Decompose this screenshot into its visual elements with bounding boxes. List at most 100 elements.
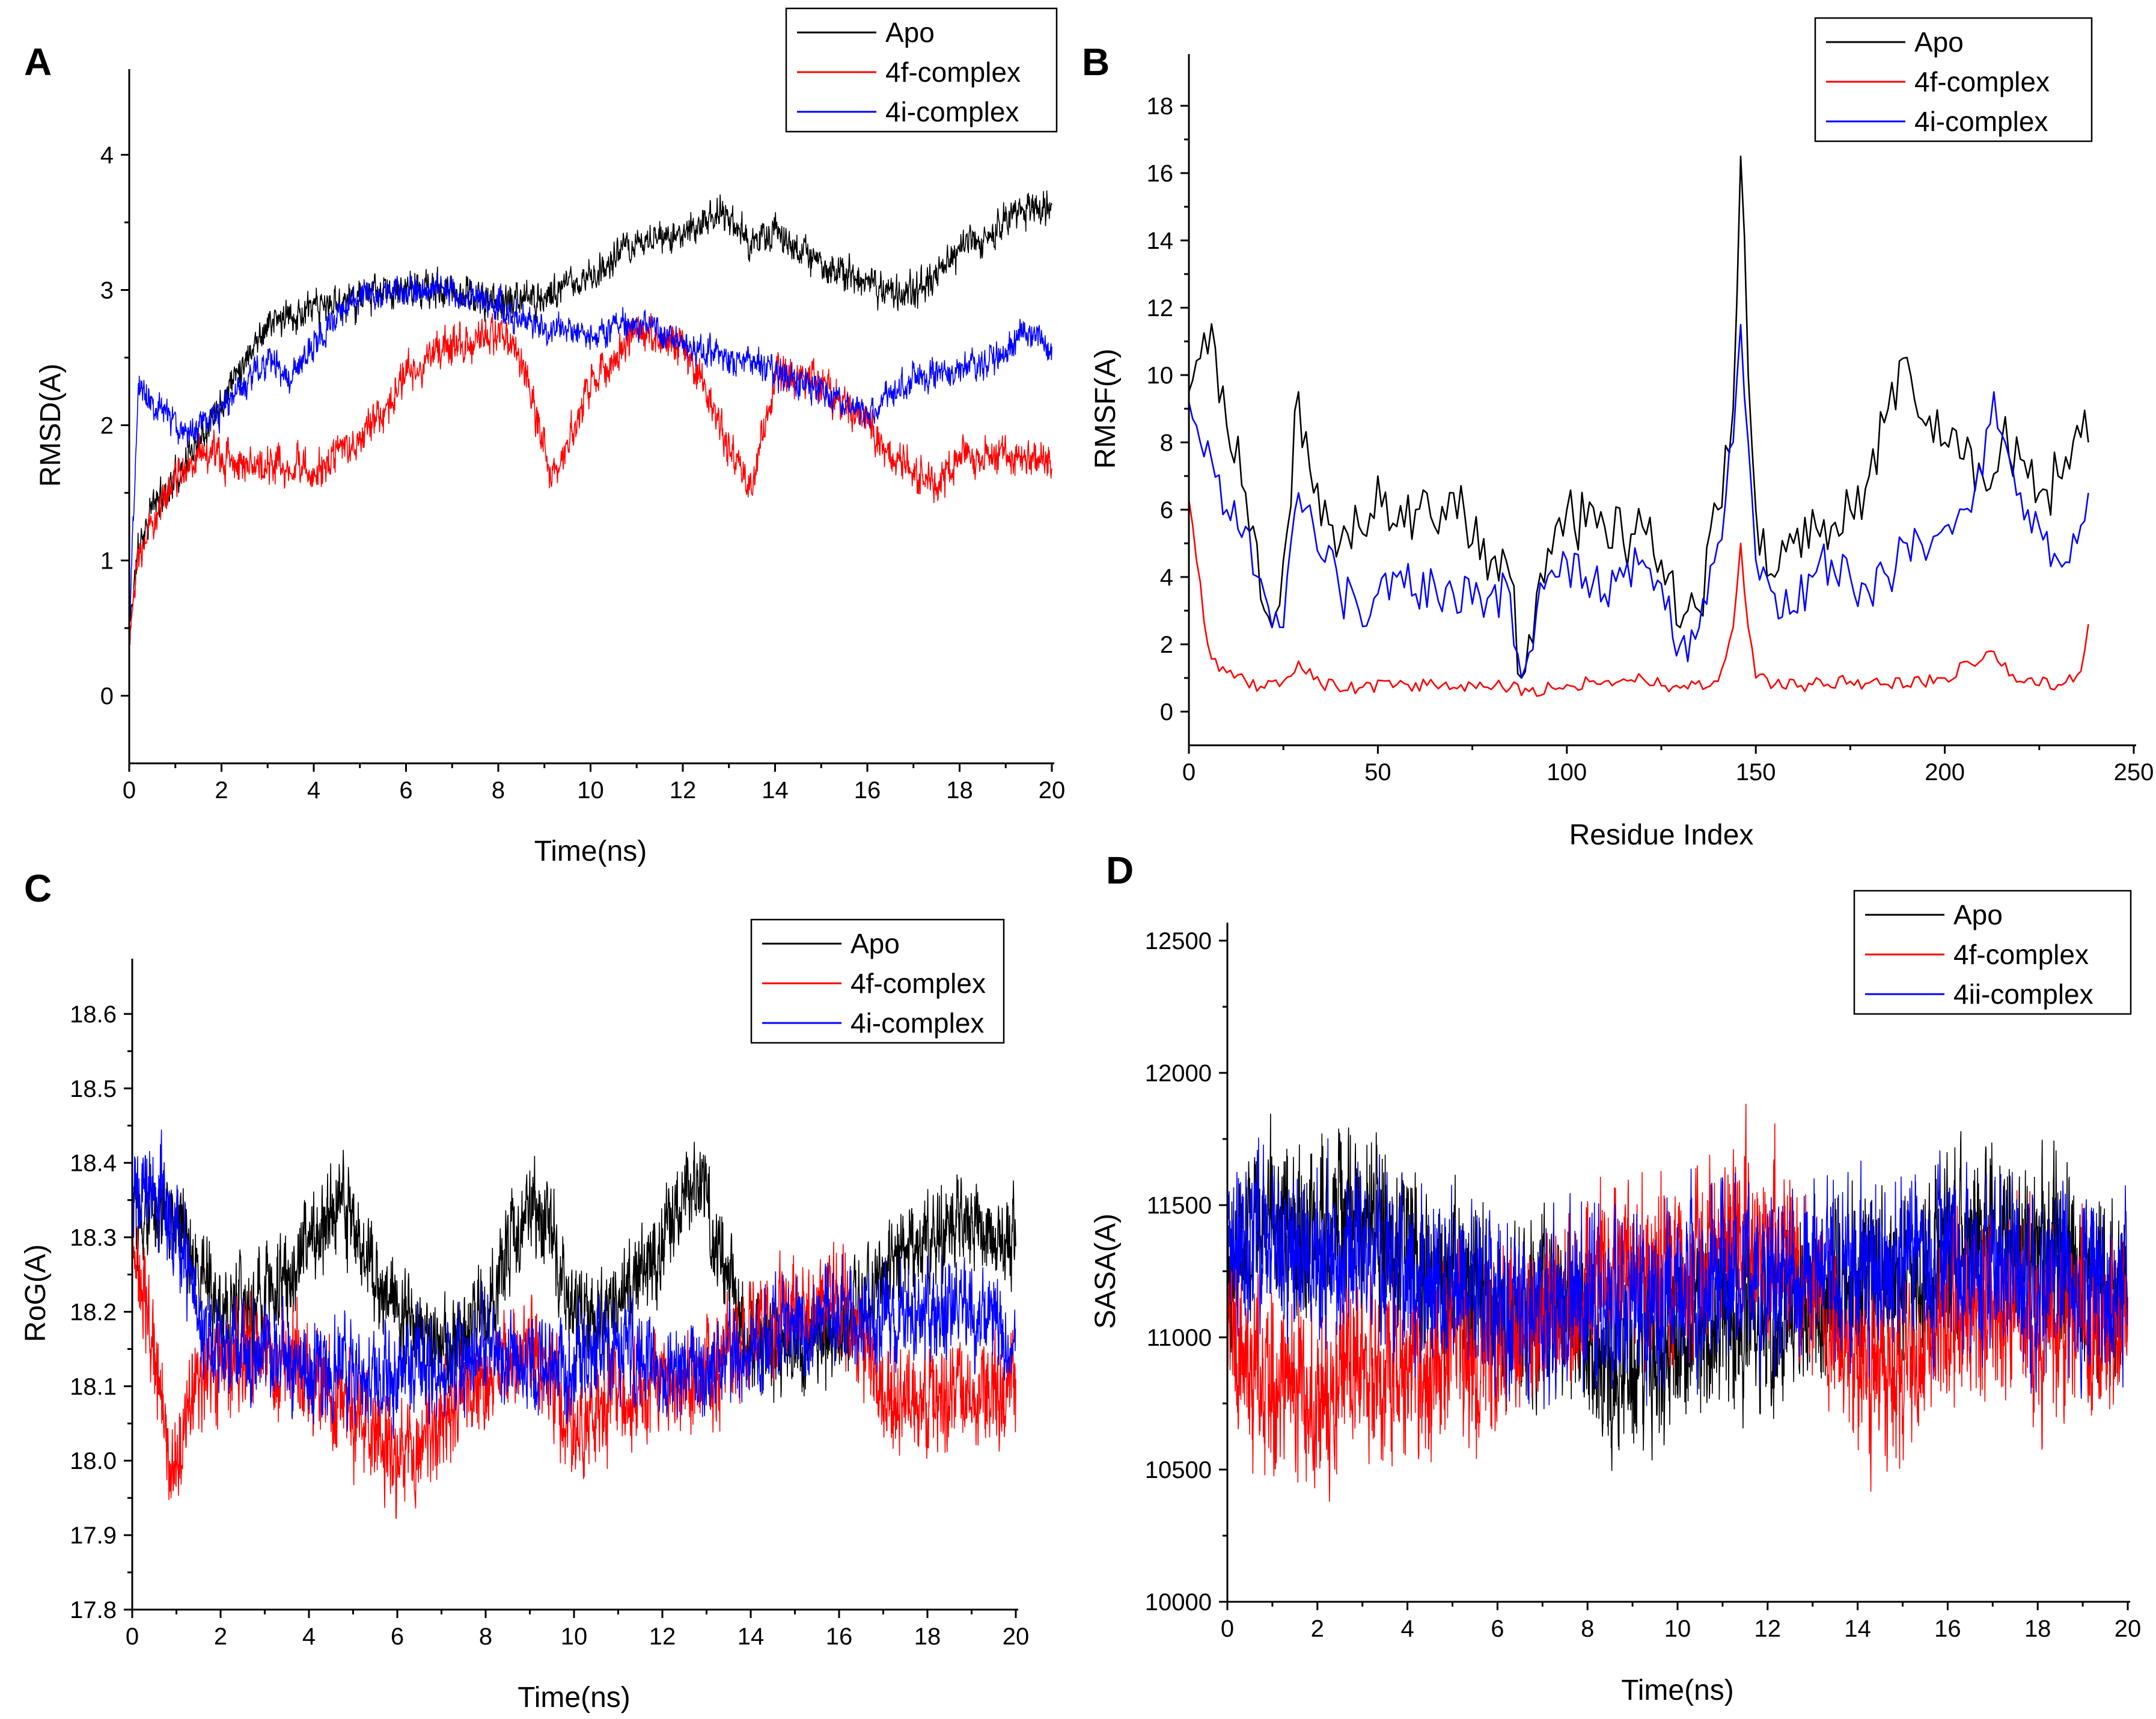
- x-tick-label: 10: [1664, 1616, 1691, 1642]
- x-tick-label: 0: [126, 1623, 139, 1650]
- y-tick-label: 8: [1160, 430, 1173, 456]
- x-tick-label: 18: [2024, 1616, 2051, 1642]
- x-tick-label: 2: [214, 1623, 227, 1650]
- series-line-4i-complex: [132, 1129, 1016, 1439]
- legend: Apo 4f-complex 4i-complex: [750, 918, 1005, 1044]
- legend-label: Apo: [1953, 899, 2003, 930]
- y-tick-label: 18: [1147, 93, 1174, 120]
- panel-b: B 0 50 100 150 200 250 0 2 4 6 8 10 12 14 16 18 Residue I…: [1082, 17, 2154, 851]
- y-tick-label: 14: [1147, 228, 1174, 254]
- series-group: [1189, 155, 2089, 697]
- series-line-apo: [1227, 1113, 2128, 1471]
- x-axis-title: Time(ns): [534, 835, 647, 867]
- y-tick-label: 0: [1160, 699, 1173, 725]
- x-tick-label: 10: [577, 777, 604, 804]
- x-tick-label: 12: [670, 777, 697, 804]
- legend-label: 4f-complex: [850, 968, 986, 999]
- x-tick-label: 8: [1581, 1616, 1594, 1642]
- series-group: [129, 190, 1052, 659]
- x-tick-label: 250: [2114, 759, 2154, 786]
- panel-c: C 0 2 4 6 8 10 12 14 16 18 20 17.8 17.9 18.0 18.1 18.2 18…: [20, 867, 1029, 1714]
- y-tick-label: 18.5: [70, 1076, 117, 1102]
- legend: Apo 4f-complex 4i-complex: [1814, 17, 2093, 142]
- series-line-4ii-complex: [1227, 1137, 2128, 1409]
- y-axis-title: RMSF(A): [1090, 349, 1122, 469]
- legend: Apo 4f-complex 4ii-complex: [1853, 890, 2132, 1015]
- x-tick-label: 6: [399, 777, 412, 804]
- legend-label: 4i-complex: [850, 1007, 984, 1039]
- x-tick-label: 0: [1221, 1616, 1234, 1642]
- series-line-4f-complex: [1189, 499, 2089, 697]
- x-tick-label: 14: [737, 1623, 765, 1650]
- x-tick-label: 6: [1491, 1616, 1504, 1642]
- y-tick-label: 11500: [1147, 1192, 1212, 1219]
- y-tick-label: 18.1: [70, 1373, 117, 1400]
- y-tick-label: 3: [100, 278, 114, 304]
- x-tick-label: 10: [561, 1623, 588, 1650]
- panel-letter-c: C: [24, 867, 52, 910]
- x-tick-label: 16: [854, 777, 881, 804]
- x-tick-label: 12: [649, 1623, 676, 1650]
- x-tick-label: 12: [1754, 1616, 1782, 1642]
- legend: Apo 4f-complex 4i-complex: [785, 7, 1058, 133]
- series-line-4f-complex: [129, 313, 1052, 659]
- panel-d: D 0 2 4 6 8 10 12 14 16 18 20 10000 10500 11000 11500 12…: [1090, 849, 2141, 1706]
- x-tick-label: 8: [492, 777, 505, 804]
- panel-a: A0 2 4 6 8 10 12 14 16 18 2001234Time(ns)RMSD(A)Ap…: [24, 7, 1066, 867]
- x-tick-label: 2: [1311, 1616, 1324, 1642]
- y-tick-label: 18.2: [70, 1299, 117, 1325]
- x-tick-label: 16: [1934, 1616, 1961, 1642]
- y-tick-label: 2: [100, 413, 114, 439]
- series-line-apo: [1189, 155, 2089, 679]
- y-tick-label: 17.8: [70, 1597, 117, 1623]
- y-tick-label: 0: [100, 683, 114, 710]
- x-tick-label: 4: [1400, 1616, 1414, 1642]
- x-tick-label: 200: [1925, 759, 1965, 786]
- x-tick-label: 2: [215, 777, 228, 804]
- y-axis-title: RMSD(A): [35, 364, 67, 487]
- legend-label: Apo: [885, 17, 935, 48]
- legend-label: Apo: [1914, 26, 1964, 58]
- y-tick-label: 4: [1160, 564, 1173, 591]
- legend-label: 4f-complex: [1953, 939, 2089, 970]
- x-tick-label: 20: [2115, 1616, 2142, 1642]
- y-tick-label: 18.6: [70, 1001, 117, 1028]
- y-tick-label: 12000: [1145, 1060, 1212, 1087]
- legend-label: 4f-complex: [1914, 66, 2050, 97]
- x-tick-label: 50: [1364, 759, 1391, 786]
- x-tick-label: 150: [1736, 759, 1776, 786]
- y-axis-title: RoG(A): [20, 1244, 52, 1342]
- x-tick-label: 18: [914, 1623, 941, 1650]
- series-line-4i-complex: [129, 272, 1052, 624]
- y-tick-label: 12: [1147, 295, 1174, 322]
- x-tick-label: 20: [1039, 777, 1066, 804]
- y-tick-label: 17.9: [70, 1522, 117, 1549]
- x-tick-label: 8: [479, 1623, 492, 1650]
- x-tick-label: 18: [946, 777, 973, 804]
- x-tick-label: 14: [1844, 1616, 1871, 1642]
- y-tick-label: 10000: [1145, 1589, 1212, 1616]
- series-line-apo: [129, 190, 1052, 627]
- y-tick-label: 18.4: [70, 1150, 117, 1177]
- series-line-apo: [132, 1141, 1016, 1403]
- x-tick-label: 0: [1182, 759, 1196, 786]
- x-tick-label: 6: [391, 1623, 404, 1650]
- y-tick-label: 4: [100, 142, 114, 169]
- legend-label: 4f-complex: [885, 56, 1021, 88]
- x-tick-label: 14: [762, 777, 789, 804]
- legend-label: Apo: [850, 928, 900, 959]
- y-tick-label: 18.0: [70, 1448, 117, 1474]
- x-axis-title: Residue Index: [1569, 819, 1754, 851]
- y-axis-title: SASA(A): [1090, 1214, 1122, 1329]
- x-tick-label: 4: [307, 777, 320, 804]
- y-tick-label: 6: [1160, 497, 1173, 524]
- y-tick-label: 1: [100, 548, 114, 575]
- y-tick-label: 18.3: [70, 1225, 117, 1251]
- legend-label: 4ii-complex: [1953, 979, 2093, 1010]
- panel-letter-b: B: [1082, 40, 1110, 84]
- x-axis-title: Time(ns): [518, 1682, 631, 1714]
- y-tick-label: 10: [1147, 362, 1174, 389]
- panel-letter-d: D: [1106, 849, 1134, 892]
- series-group: [132, 1129, 1016, 1519]
